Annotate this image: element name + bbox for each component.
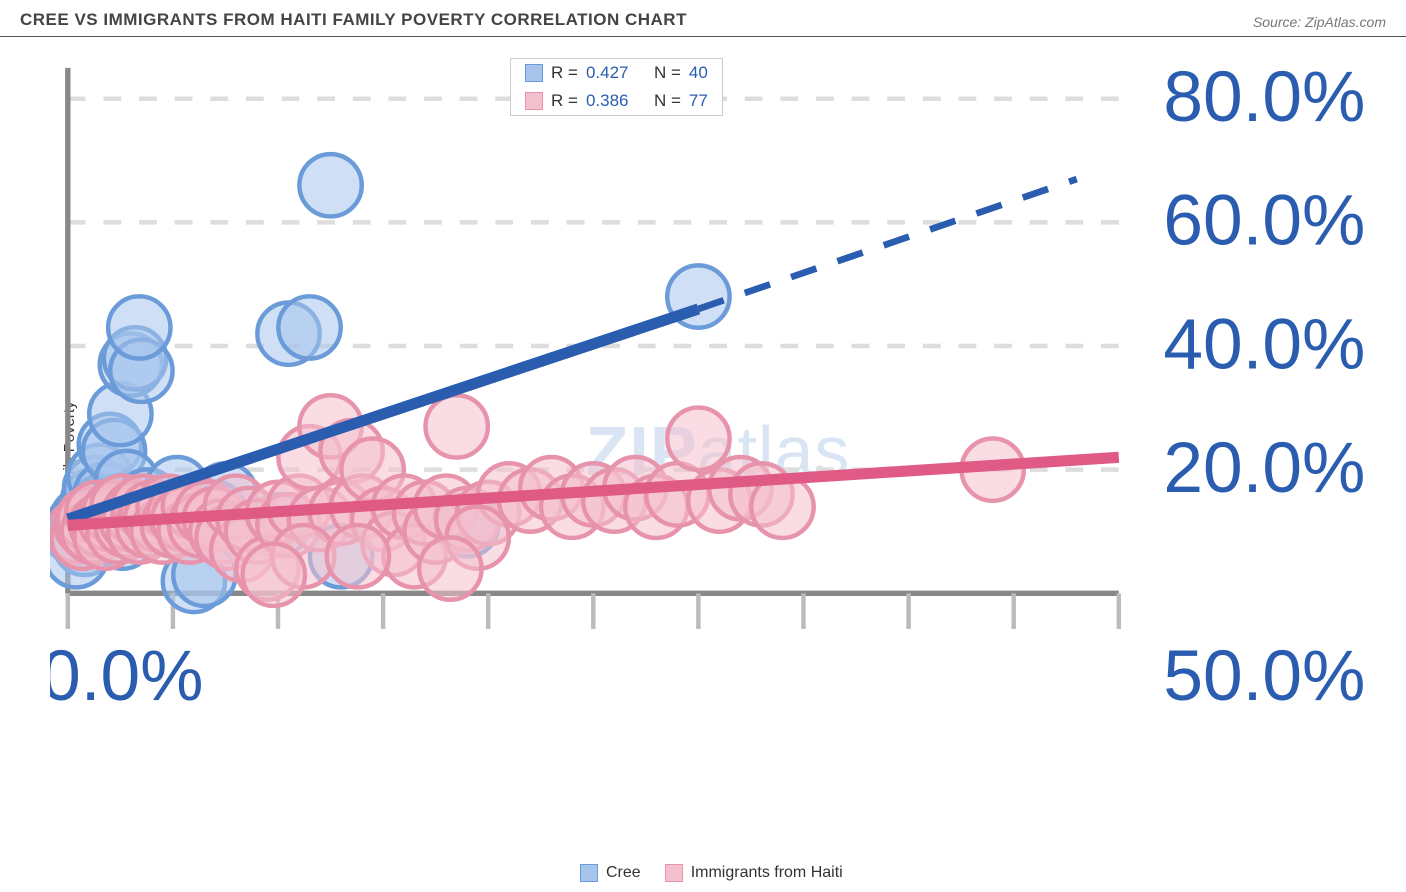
swatch-haiti-bottom (665, 864, 683, 882)
chart-source: Source: ZipAtlas.com (1253, 14, 1386, 30)
swatch-haiti (525, 92, 543, 110)
chart-title: CREE VS IMMIGRANTS FROM HAITI FAMILY POV… (20, 10, 687, 30)
r-label: R = (551, 91, 578, 111)
svg-text:0.0%: 0.0% (50, 636, 203, 716)
legend-label-haiti: Immigrants from Haiti (691, 864, 843, 882)
chart-area: Family Poverty ZIPatlas 20.0%40.0%60.0%8… (50, 50, 1386, 852)
swatch-cree (525, 64, 543, 82)
legend-item-cree: Cree (580, 864, 641, 882)
n-value-cree: 40 (689, 63, 708, 83)
legend-correlation: R = 0.427 N = 40 R = 0.386 N = 77 (510, 58, 723, 116)
n-label: N = (654, 63, 681, 83)
svg-text:20.0%: 20.0% (1163, 428, 1365, 508)
legend-series: Cree Immigrants from Haiti (580, 864, 843, 882)
legend-label-cree: Cree (606, 864, 641, 882)
svg-text:60.0%: 60.0% (1163, 181, 1365, 261)
r-label: R = (551, 63, 578, 83)
r-value-cree: 0.427 (586, 63, 629, 83)
chart-header: CREE VS IMMIGRANTS FROM HAITI FAMILY POV… (0, 0, 1406, 37)
svg-text:50.0%: 50.0% (1163, 636, 1365, 716)
n-label: N = (654, 91, 681, 111)
svg-text:80.0%: 80.0% (1163, 57, 1365, 137)
n-value-haiti: 77 (689, 91, 708, 111)
r-value-haiti: 0.386 (586, 91, 629, 111)
legend-row-cree: R = 0.427 N = 40 (511, 59, 722, 87)
legend-row-haiti: R = 0.386 N = 77 (511, 87, 722, 115)
legend-item-haiti: Immigrants from Haiti (665, 864, 843, 882)
svg-text:40.0%: 40.0% (1163, 304, 1365, 384)
scatter-plot: 20.0% 40.0% 60.0% 80.0% 0.0% 50.0% (50, 50, 1386, 718)
swatch-cree-bottom (580, 864, 598, 882)
